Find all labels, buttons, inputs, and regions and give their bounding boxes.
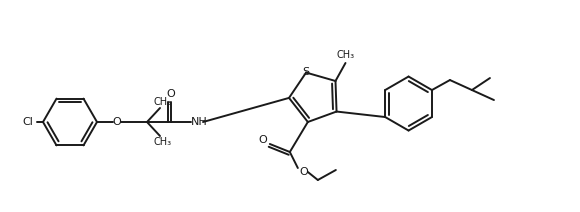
Text: CH₃: CH₃	[154, 97, 172, 107]
Text: O: O	[166, 89, 175, 99]
Text: CH₃: CH₃	[154, 137, 172, 147]
Text: O: O	[113, 117, 121, 127]
Text: Cl: Cl	[23, 117, 34, 127]
Text: CH₃: CH₃	[336, 50, 354, 60]
Text: O: O	[259, 135, 267, 145]
Text: NH: NH	[191, 117, 208, 127]
Text: S: S	[303, 67, 310, 77]
Text: O: O	[299, 167, 308, 177]
